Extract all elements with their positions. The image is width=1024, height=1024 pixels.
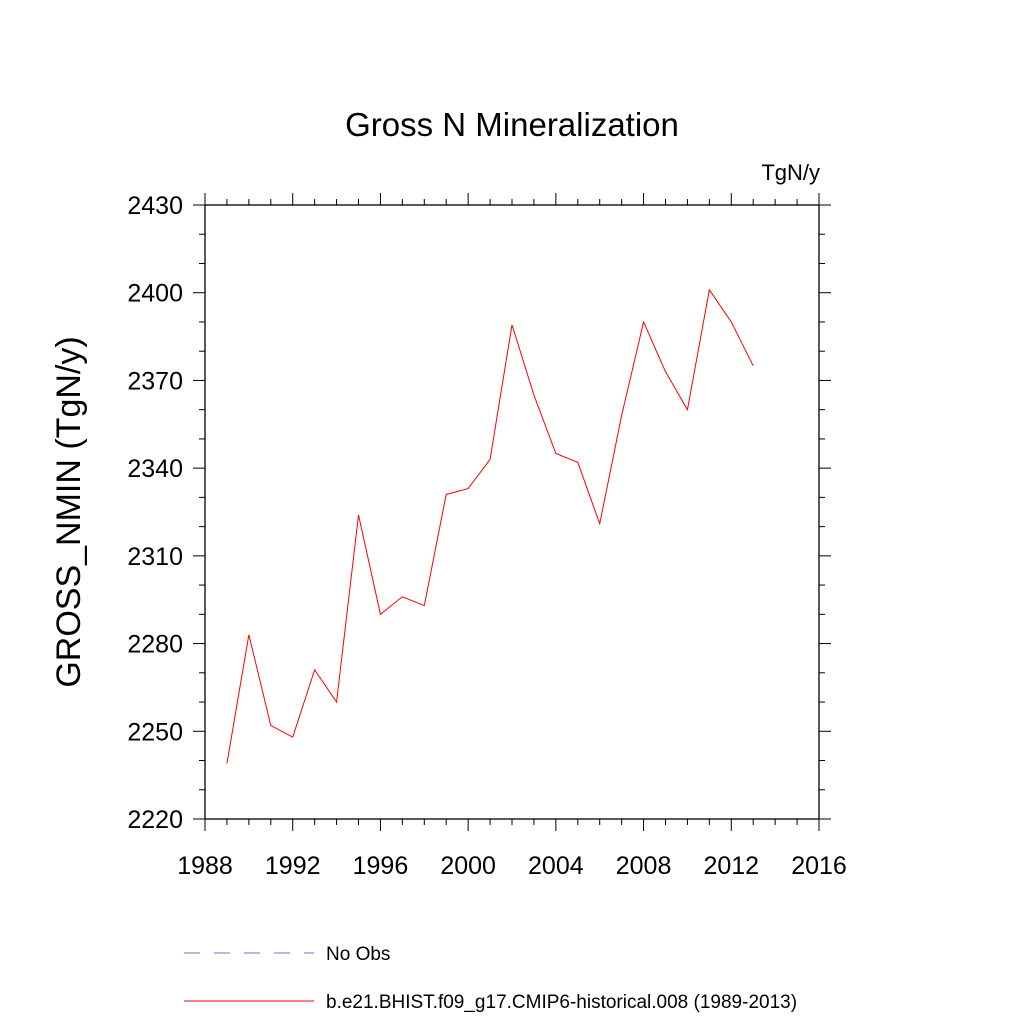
tick-labels: 1988 1992 1996 2000 2004 2008 2012 2016 2220 2250…	[127, 192, 846, 880]
plot-frame	[204, 204, 820, 820]
x-tick-label-2008: 2008	[616, 852, 672, 880]
x-tick-label-1992: 1992	[265, 852, 321, 880]
y-tick-label-2430: 2430	[127, 192, 183, 220]
x-tick-label-2004: 2004	[528, 852, 584, 880]
y-tick-label-2370: 2370	[127, 367, 183, 395]
units-label: TgN/y	[761, 160, 820, 185]
chart-title: Gross N Mineralization	[345, 106, 679, 143]
legend-label-historical: b.e21.BHIST.f09_g17.CMIP6-historical.008…	[326, 992, 797, 1013]
series-layer	[226, 288, 754, 764]
y-tick-label-2340: 2340	[127, 455, 183, 483]
x-tick-label-2000: 2000	[440, 852, 496, 880]
series-line-0	[226, 288, 754, 764]
legend: No Obs b.e21.BHIST.f09_g17.CMIP6-histori…	[184, 944, 797, 1013]
y-tick-label-2220: 2220	[127, 806, 183, 834]
x-tick-label-1996: 1996	[353, 852, 409, 880]
y-tick-label-2280: 2280	[127, 631, 183, 659]
y-tick-label-2400: 2400	[127, 280, 183, 308]
x-tick-label-2012: 2012	[703, 852, 759, 880]
x-tick-label-2016: 2016	[791, 852, 847, 880]
y-axis-label: GROSS_NMIN (TgN/y)	[50, 336, 88, 687]
y-tick-label-2250: 2250	[127, 718, 183, 746]
axis-ticks	[193, 193, 831, 831]
y-tick-label-2310: 2310	[127, 543, 183, 571]
x-tick-label-1988: 1988	[177, 852, 233, 880]
legend-label-no-obs: No Obs	[326, 944, 390, 965]
